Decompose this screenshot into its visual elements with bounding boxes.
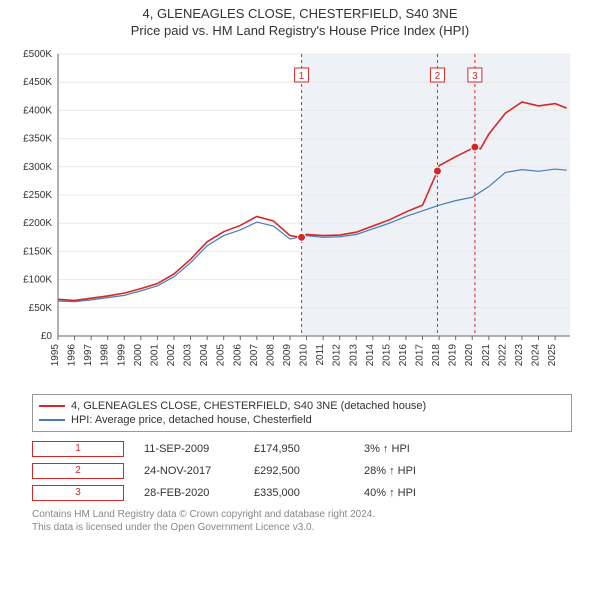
- svg-text:1999: 1999: [116, 343, 127, 366]
- svg-text:£0: £0: [41, 331, 53, 342]
- title-line-2: Price paid vs. HM Land Registry's House …: [10, 23, 590, 40]
- legend-label: 4, GLENEAGLES CLOSE, CHESTERFIELD, S40 3…: [71, 400, 426, 412]
- sale-pct: 40% ↑ HPI: [364, 487, 454, 499]
- svg-text:2000: 2000: [133, 343, 144, 366]
- sale-pct: 28% ↑ HPI: [364, 465, 454, 477]
- sale-date: 28-FEB-2020: [144, 487, 234, 499]
- svg-text:1998: 1998: [100, 343, 111, 366]
- sales-table: 1 11-SEP-2009 £174,950 3% ↑ HPI 2 24-NOV-2017…: [32, 438, 590, 504]
- svg-text:1: 1: [299, 71, 305, 82]
- title-line-1: 4, GLENEAGLES CLOSE, CHESTERFIELD, S40 3…: [10, 6, 590, 23]
- svg-text:2002: 2002: [166, 343, 177, 366]
- legend-label: HPI: Average price, detached house, Ches…: [71, 414, 312, 426]
- svg-text:2016: 2016: [398, 343, 409, 366]
- legend-item: 4, GLENEAGLES CLOSE, CHESTERFIELD, S40 3…: [39, 399, 565, 413]
- svg-text:2007: 2007: [249, 343, 260, 366]
- legend-swatch: [39, 419, 65, 421]
- footer-line-1: Contains HM Land Registry data © Crown c…: [32, 508, 590, 521]
- footer-line-2: This data is licensed under the Open Gov…: [32, 521, 590, 534]
- svg-text:2005: 2005: [216, 343, 227, 366]
- svg-text:2024: 2024: [531, 343, 542, 366]
- svg-text:1997: 1997: [83, 343, 94, 366]
- sale-number-box: 3: [32, 485, 124, 501]
- svg-text:£150K: £150K: [23, 246, 52, 257]
- svg-text:2017: 2017: [415, 343, 426, 366]
- svg-text:2006: 2006: [232, 343, 243, 366]
- svg-text:2022: 2022: [497, 343, 508, 366]
- sale-row: 3 28-FEB-2020 £335,000 40% ↑ HPI: [32, 482, 590, 504]
- svg-text:2009: 2009: [282, 343, 293, 366]
- svg-text:2011: 2011: [315, 343, 326, 365]
- sale-pct: 3% ↑ HPI: [364, 443, 454, 455]
- svg-text:2004: 2004: [199, 343, 210, 366]
- sale-price: £174,950: [254, 443, 344, 455]
- svg-text:2014: 2014: [365, 343, 376, 366]
- svg-text:2019: 2019: [448, 343, 459, 366]
- svg-text:£400K: £400K: [23, 105, 52, 116]
- svg-text:£300K: £300K: [23, 162, 52, 173]
- sale-price: £335,000: [254, 487, 344, 499]
- legend-item: HPI: Average price, detached house, Ches…: [39, 413, 565, 427]
- svg-text:£350K: £350K: [23, 133, 52, 144]
- svg-text:2021: 2021: [481, 343, 492, 366]
- svg-text:2003: 2003: [183, 343, 194, 366]
- svg-text:2023: 2023: [514, 343, 525, 366]
- svg-text:3: 3: [472, 71, 478, 82]
- svg-text:2: 2: [435, 71, 441, 82]
- price-chart: £0 £50K £100K £150K £200K £250K £300K £350K £400…: [10, 46, 578, 386]
- sale-row: 1 11-SEP-2009 £174,950 3% ↑ HPI: [32, 438, 590, 460]
- footer: Contains HM Land Registry data © Crown c…: [32, 508, 590, 534]
- svg-text:1995: 1995: [50, 343, 61, 366]
- svg-text:2025: 2025: [547, 343, 558, 366]
- svg-text:£100K: £100K: [23, 274, 52, 285]
- legend-swatch: [39, 405, 65, 407]
- sale-number-box: 1: [32, 441, 124, 457]
- svg-text:2015: 2015: [381, 343, 392, 366]
- svg-text:2020: 2020: [464, 343, 475, 366]
- svg-text:1996: 1996: [67, 343, 78, 366]
- svg-text:2013: 2013: [348, 343, 359, 366]
- svg-text:2010: 2010: [299, 343, 310, 366]
- svg-text:£50K: £50K: [29, 303, 53, 314]
- svg-text:£250K: £250K: [23, 190, 52, 201]
- svg-text:£500K: £500K: [23, 49, 52, 60]
- sale-date: 11-SEP-2009: [144, 443, 234, 455]
- sale-price: £292,500: [254, 465, 344, 477]
- sale-number-box: 2: [32, 463, 124, 479]
- svg-text:£450K: £450K: [23, 77, 52, 88]
- svg-text:£200K: £200K: [23, 218, 52, 229]
- svg-text:2001: 2001: [149, 343, 160, 366]
- sale-date: 24-NOV-2017: [144, 465, 234, 477]
- svg-text:2012: 2012: [332, 343, 343, 366]
- svg-text:2018: 2018: [431, 343, 442, 366]
- sale-row: 2 24-NOV-2017 £292,500 28% ↑ HPI: [32, 460, 590, 482]
- svg-text:2008: 2008: [265, 343, 276, 366]
- legend: 4, GLENEAGLES CLOSE, CHESTERFIELD, S40 3…: [32, 394, 572, 432]
